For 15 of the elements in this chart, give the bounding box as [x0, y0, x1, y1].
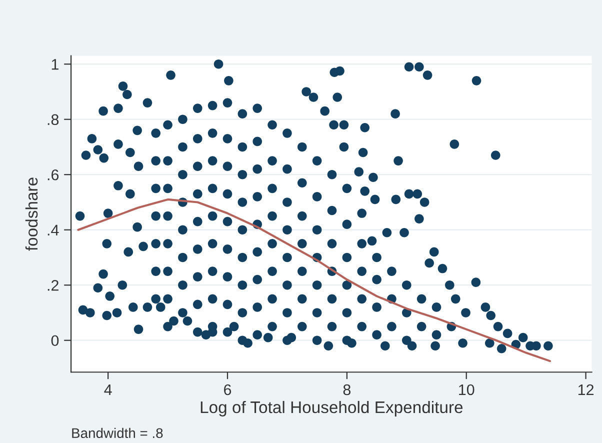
x-tick-label: 8 — [343, 384, 351, 396]
line-series — [77, 198, 552, 362]
y-axis-title: foodshare — [25, 178, 38, 251]
y-tick-label: .6 — [48, 169, 59, 180]
y-tick-label: 0 — [51, 335, 59, 346]
x-tick-label: 6 — [224, 384, 232, 396]
x-axis-title: Log of Total Household Expenditure — [200, 400, 463, 416]
x-tick-label: 4 — [104, 384, 112, 395]
y-tick-label: .8 — [48, 114, 59, 126]
text: Bandwidth = .8 — [72, 428, 163, 438]
x-tick-label: 12 — [578, 384, 594, 395]
y-tick-label: .2 — [48, 280, 58, 291]
y-tick-label: 1 — [52, 59, 58, 70]
y-tick-label: .4 — [48, 224, 59, 236]
x-tick-label: 10 — [459, 384, 474, 396]
